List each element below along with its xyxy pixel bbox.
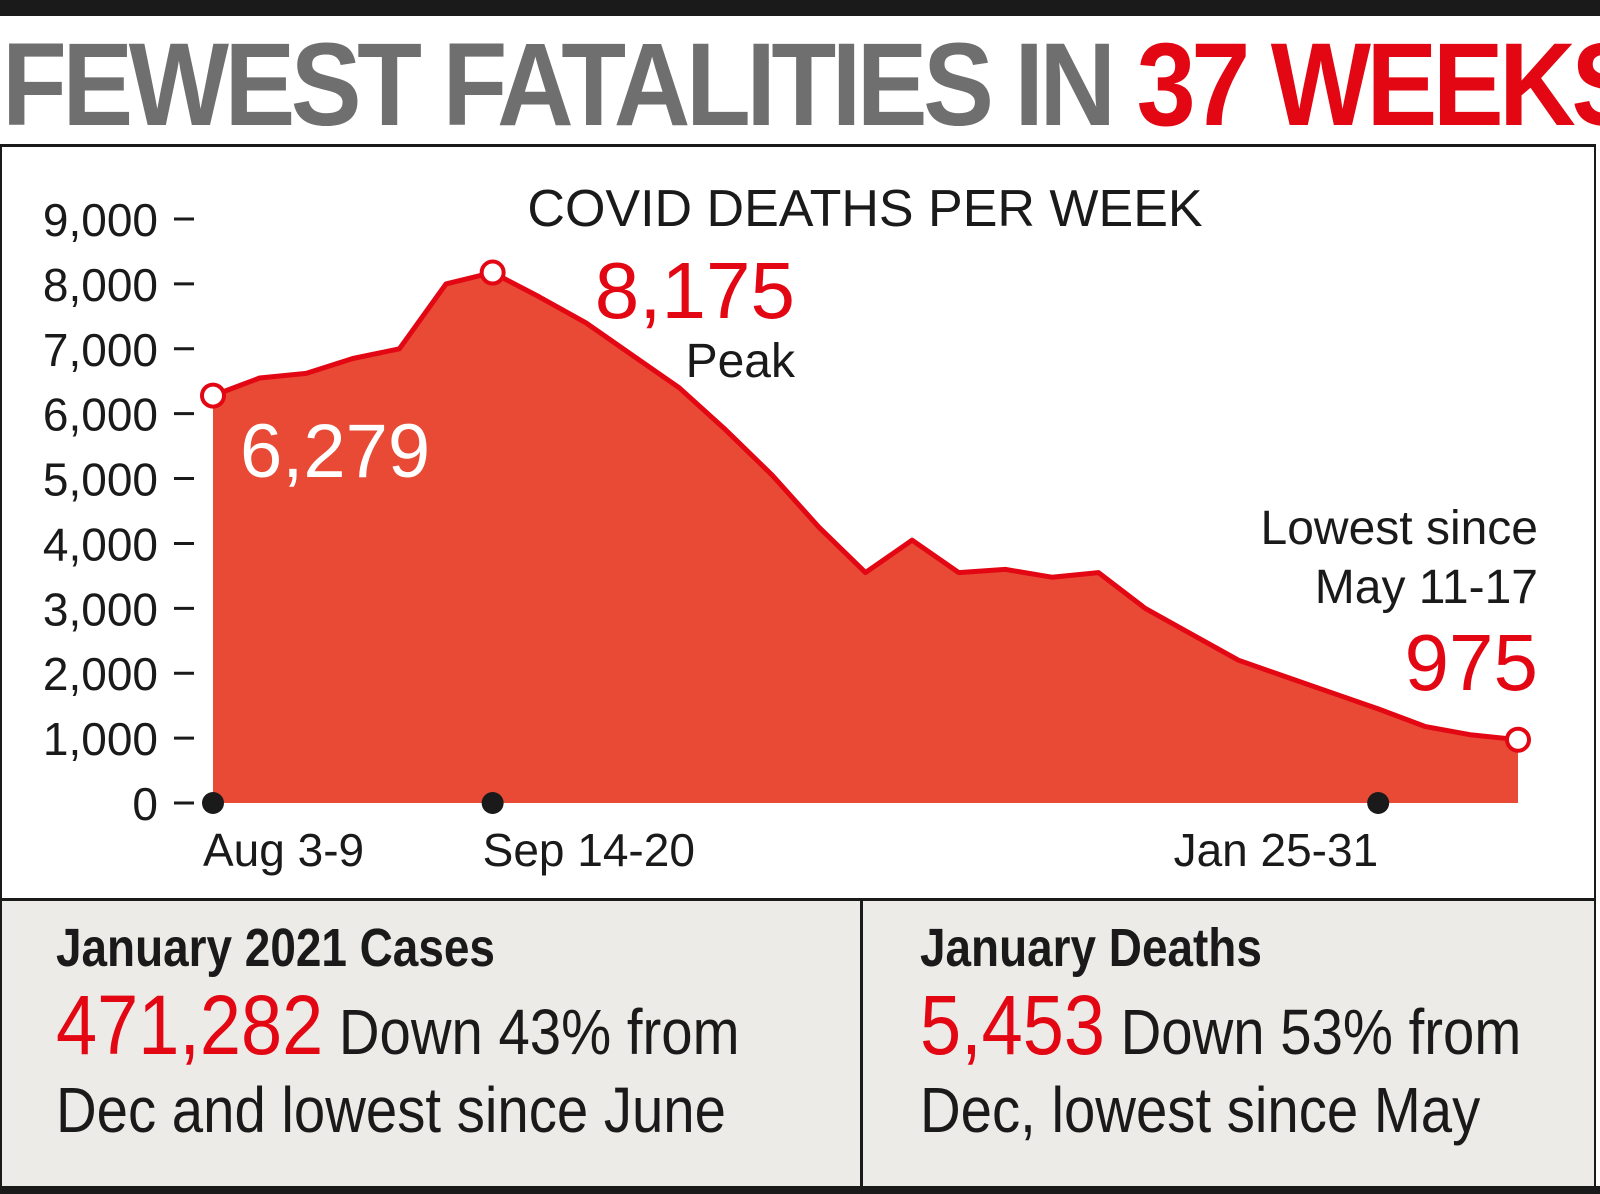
end-marker [1505, 726, 1531, 753]
deaths-panel: January Deaths 5,453 Down 53% from Dec, … [920, 918, 1600, 1149]
y-tick-label: 2,000 [43, 648, 158, 700]
start-marker [200, 382, 226, 409]
start-value-label: 6,279 [240, 409, 430, 494]
headline-part2: 37 WEEKS [1136, 19, 1600, 151]
bottom-rule [0, 1186, 1600, 1194]
area-layer [212, 270, 1519, 803]
peak-marker [479, 259, 506, 286]
x-tick-label: Jan 25-31 [1174, 824, 1379, 876]
cases-body: 471,282 Down 43% from Dec and lowest sin… [56, 983, 740, 1149]
x-tick-label: Aug 3-9 [203, 824, 364, 876]
x-axis: Aug 3-9 Sep 14-20 Jan 25-31 [202, 792, 1390, 876]
summary-panels [2, 898, 1594, 1191]
deaths-title: January Deaths [920, 918, 1262, 978]
end-label-line1: Lowest since [1261, 502, 1538, 555]
cases-panel: January 2021 Cases 471,282 Down 43% from… [56, 918, 833, 1149]
y-tick-label: 1,000 [43, 713, 158, 765]
peak-label: Peak [686, 335, 796, 388]
y-tick-label: 4,000 [43, 518, 158, 570]
end-value-label: 975 [1405, 618, 1538, 707]
cases-title: January 2021 Cases [56, 918, 495, 978]
y-tick-label: 3,000 [43, 583, 158, 635]
cases-number: 471,282 [56, 978, 324, 1072]
peak-value-label: 8,175 [595, 246, 795, 335]
y-tick-label: 6,000 [43, 389, 158, 441]
x-tick-dot [202, 792, 224, 814]
chart-title: COVID DEATHS PER WEEK [527, 180, 1202, 238]
deaths-text-2: Dec, lowest since May [920, 1074, 1481, 1146]
cases-text-1: Down 43% from [323, 996, 740, 1068]
area-line [212, 270, 1519, 743]
area-fill [213, 272, 1518, 803]
y-tick-label: 8,000 [43, 259, 158, 311]
x-tick-dot [481, 792, 504, 814]
deaths-number: 5,453 [920, 978, 1105, 1072]
area-chart: COVID DEATHS PER WEEK 0 1,000 2,000 3,000 4,… [43, 180, 1538, 876]
y-tick-label: 0 [132, 778, 158, 830]
x-tick-label: Sep 14-20 [483, 824, 695, 876]
y-tick-label: 5,000 [43, 454, 158, 506]
headline: FEWEST FATALITIES IN 37 WEEKS [2, 26, 1600, 144]
headline-part1: FEWEST FATALITIES IN [2, 19, 1137, 151]
x-tick-dot [1367, 792, 1390, 814]
y-axis: 0 1,000 2,000 3,000 4,000 5,000 6,000 7,000 8,00… [43, 194, 194, 830]
deaths-text-1: Down 53% from [1104, 996, 1522, 1068]
deaths-body: 5,453 Down 53% from Dec, lowest since Ma… [920, 983, 1522, 1149]
y-tick-label: 9,000 [43, 194, 158, 246]
cases-text-2: Dec and lowest since June [56, 1074, 726, 1146]
y-tick-label: 7,000 [43, 324, 158, 376]
top-rule [0, 0, 1600, 16]
end-label-line2: May 11-17 [1315, 561, 1538, 614]
panel-divider [860, 898, 863, 1190]
